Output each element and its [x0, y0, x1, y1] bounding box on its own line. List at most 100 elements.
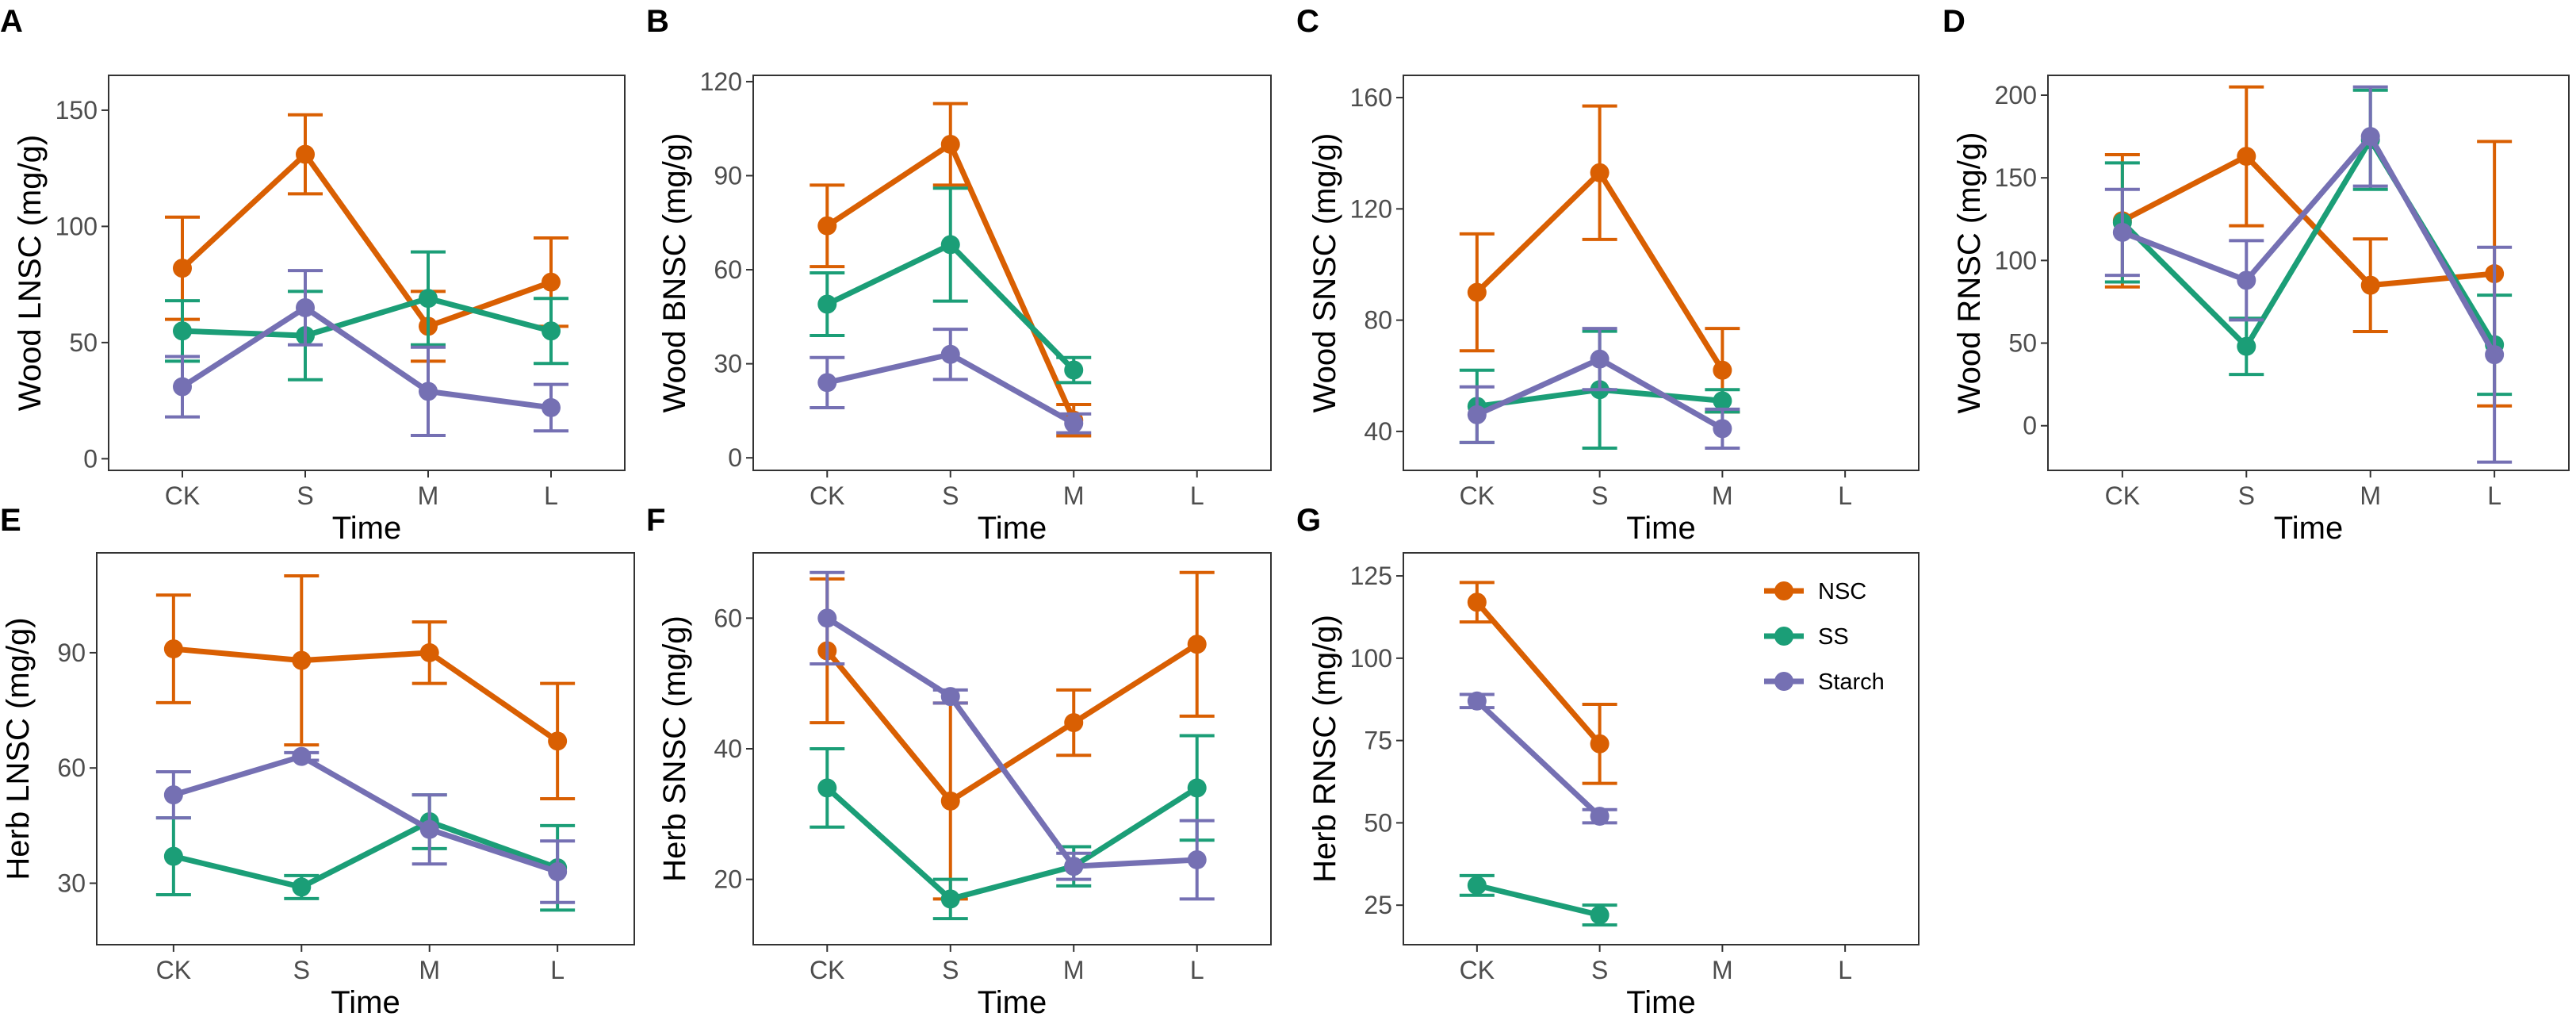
y-tick-label: 50 — [1364, 808, 1392, 837]
data-point — [1467, 282, 1487, 302]
x-tick-label-ck: CK — [1460, 481, 1495, 510]
legend-label: Starch — [1818, 669, 1885, 695]
y-tick-label: 60 — [714, 604, 742, 632]
x-tick-label-l: L — [1190, 481, 1204, 510]
data-point — [419, 382, 438, 401]
data-point — [1467, 593, 1487, 612]
y-tick-label: 80 — [1364, 306, 1392, 335]
legend-key-point — [1774, 627, 1793, 646]
data-point — [1187, 778, 1207, 798]
y-tick-label: 160 — [1350, 83, 1392, 112]
x-tick-label-l: L — [550, 956, 565, 984]
data-point — [1064, 360, 1084, 380]
x-tick-label-s: S — [293, 956, 310, 984]
legend-item-starch: Starch — [1764, 669, 1885, 695]
x-tick-label-l: L — [1190, 956, 1204, 984]
y-tick-label: 30 — [714, 350, 742, 378]
series-ss — [810, 186, 1092, 385]
y-axis-title: Wood LNSC (mg/g) — [13, 135, 48, 411]
data-point — [940, 235, 960, 255]
x-tick-label-m: M — [418, 481, 439, 510]
y-axis-title: Wood BNSC (mg/g) — [657, 133, 692, 413]
plot-border — [1403, 552, 1920, 945]
series-nsc — [810, 570, 1215, 901]
data-point — [1590, 734, 1610, 754]
data-point — [296, 297, 315, 317]
data-point — [2485, 345, 2505, 365]
panel-letter: C — [1296, 4, 1319, 39]
panel-letter: F — [646, 503, 665, 538]
series-line-starch — [1475, 699, 1602, 819]
series-nsc — [1459, 581, 1617, 785]
panel-letter: G — [1296, 503, 1321, 538]
data-point — [2112, 222, 2132, 242]
legend-item-ss: SS — [1764, 624, 1849, 650]
panel-e: E 30 60 90 CK S M L Time Herb LNSC (mg/g) — [0, 503, 635, 1020]
data-point — [1064, 713, 1084, 733]
series-ss — [2104, 88, 2513, 397]
series-starch — [165, 269, 568, 438]
legend-label: NSC — [1818, 579, 1866, 604]
data-point — [292, 877, 312, 897]
plot-border — [752, 75, 1272, 471]
data-point — [1187, 635, 1207, 654]
data-point — [548, 861, 568, 881]
x-tick-label-m: M — [1063, 481, 1085, 510]
y-tick-label: 50 — [69, 328, 98, 357]
series-line-ss — [1476, 882, 1601, 919]
legend-key-point — [1774, 672, 1793, 691]
data-point — [2360, 275, 2380, 295]
data-point — [2360, 127, 2380, 147]
x-tick-label-m: M — [1063, 956, 1085, 984]
data-point — [1467, 691, 1487, 711]
panel-g: G 25 50 75 100 125 CK S M L Time Herb RNSC (mg/g) — [1296, 503, 1920, 1020]
y-tick-label: 0 — [83, 444, 98, 473]
data-point — [817, 294, 837, 314]
data-point — [2237, 336, 2256, 356]
series-line-ss — [182, 295, 552, 339]
plot-border — [2047, 75, 2570, 471]
x-tick-label-m: M — [1712, 481, 1733, 510]
plot-border — [108, 75, 626, 471]
plot-border — [96, 552, 635, 945]
y-tick-label: 90 — [57, 639, 86, 667]
series-line-ss — [2120, 136, 2498, 350]
plot-border — [1403, 75, 1920, 471]
x-tick-label-ck: CK — [156, 956, 191, 984]
x-tick-label-ck: CK — [2105, 481, 2140, 510]
y-tick-label: 25 — [1364, 891, 1392, 919]
x-tick-label-ck: CK — [165, 481, 200, 510]
y-tick-label: 120 — [700, 67, 742, 96]
data-point — [542, 321, 561, 341]
panel-c: C 40 80 120 160 CK S M L Time Wood SNSC (mg/g) — [1296, 4, 1920, 546]
panel-letter: A — [0, 4, 23, 39]
data-point — [2237, 270, 2256, 290]
data-point — [817, 373, 837, 393]
x-tick-label-s: S — [1591, 481, 1608, 510]
series-line-starch — [825, 616, 1197, 869]
data-point — [1590, 905, 1610, 925]
y-tick-label: 0 — [728, 443, 742, 472]
series-ss — [1459, 873, 1617, 927]
y-tick-label: 150 — [56, 96, 98, 125]
x-tick-label-s: S — [1591, 956, 1608, 984]
series-line-starch — [172, 754, 559, 875]
data-point — [163, 785, 183, 805]
data-point — [817, 216, 837, 236]
y-axis-title: Herb LNSC (mg/g) — [1, 617, 36, 880]
y-axis-title: Wood RNSC (mg/g) — [1952, 132, 1987, 414]
series-line-nsc — [173, 646, 560, 744]
data-point — [419, 289, 438, 309]
panel-f: F 20 40 60 CK S M L Time Herb SNSC (mg/g) — [646, 503, 1272, 1020]
data-point — [173, 377, 192, 397]
x-tick-label-s: S — [942, 481, 959, 510]
data-point — [1467, 876, 1487, 896]
y-tick-label: 200 — [1995, 81, 2037, 109]
y-tick-label: 100 — [1995, 246, 2037, 274]
data-point — [542, 272, 561, 292]
data-point — [1713, 419, 1732, 439]
data-point — [1590, 349, 1610, 369]
x-axis-title: Time — [2274, 511, 2343, 546]
x-axis-title: Time — [978, 985, 1047, 1020]
data-point — [548, 731, 568, 751]
